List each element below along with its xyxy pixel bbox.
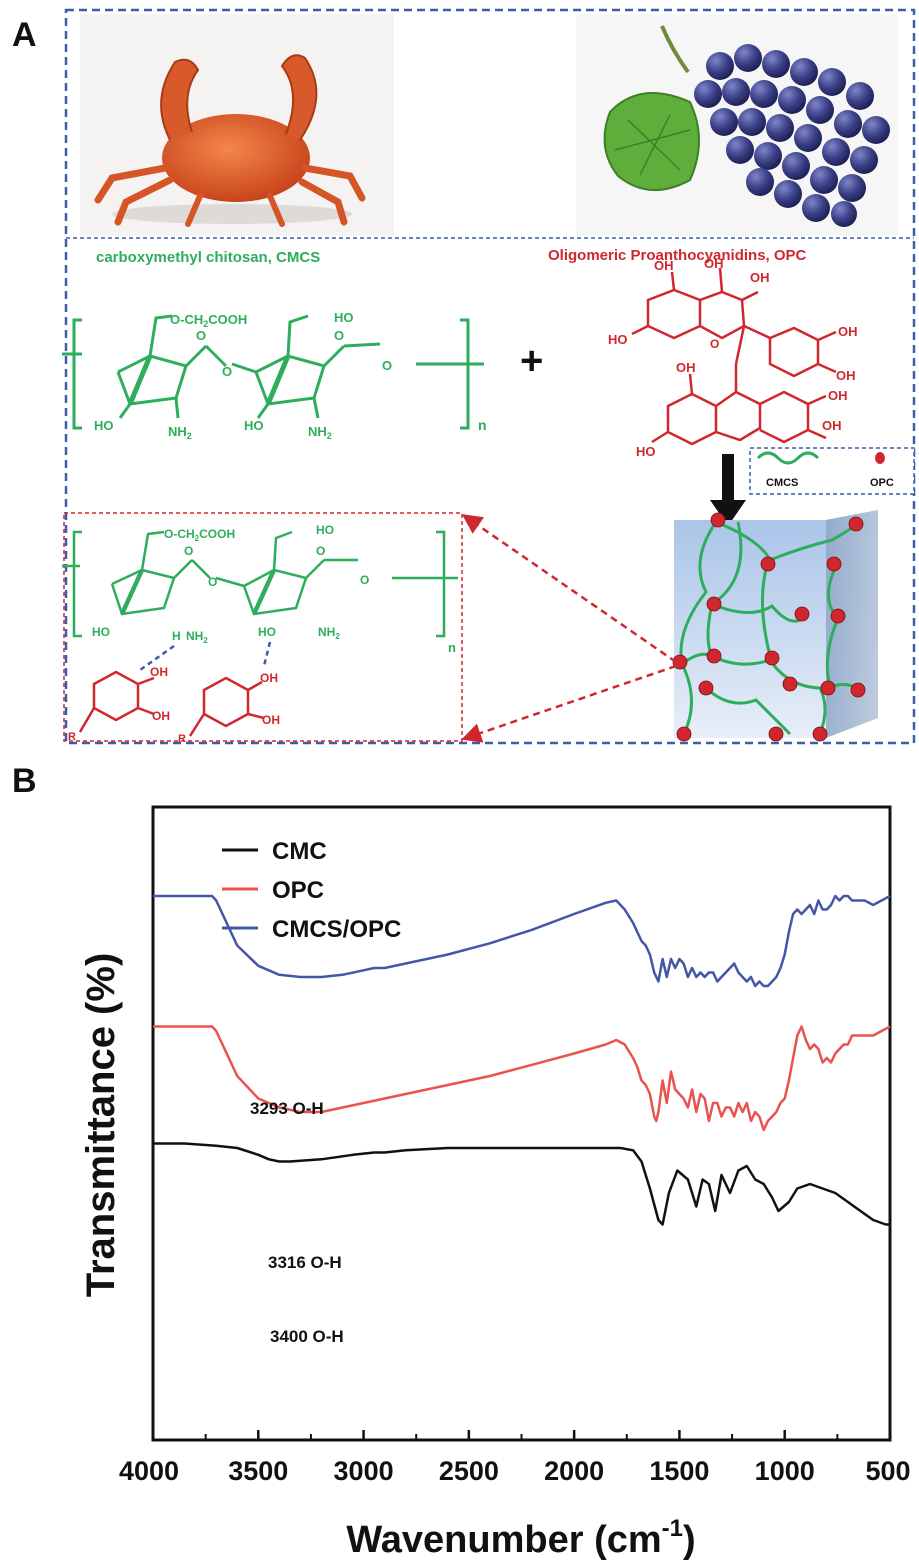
legend-cmcs-label: CMCS [766, 477, 798, 489]
cat2-r: R [178, 733, 186, 745]
panel-b-label: B [12, 762, 37, 800]
bound-ho-2: HO [258, 625, 276, 639]
plot-frame [151, 805, 892, 1442]
cmcs-end-o: O [382, 358, 392, 373]
series-line-opc [153, 1025, 891, 1132]
cmcs-structure-bound [62, 530, 458, 638]
opc-oh-5: OH [836, 368, 856, 383]
y-axis-label: Transmittance (%) [79, 953, 123, 1298]
hydrogel-cube [672, 510, 878, 742]
bound-bridge-o: O [208, 575, 217, 589]
cmcs-nh2-2: NH2 [308, 424, 332, 441]
cat1-oh-1: OH [150, 665, 168, 679]
opc-oh-4: OH [838, 324, 858, 339]
opc-ho-1: HO [608, 332, 628, 347]
ftir-plot: 4000 3500 3000 2500 2000 1500 1000 500 CMCOPCCM… [119, 805, 911, 1486]
catechol-groups [78, 670, 265, 737]
bound-subst: O-CH2COOH [164, 527, 235, 543]
bound-ring-o-1: O [184, 544, 193, 558]
bound-repeat-n: n [448, 640, 456, 655]
down-arrow-icon [710, 454, 746, 526]
bound-ho-top: HO [316, 523, 334, 537]
plus-sign: + [520, 339, 543, 383]
x-tick-label-1500: 1500 [649, 1456, 709, 1486]
bound-end-o: O [360, 573, 369, 587]
cat2-oh-1: OH [260, 671, 278, 685]
cat1-r: R [68, 731, 76, 743]
x-tick-label-2500: 2500 [439, 1456, 499, 1486]
panel-a-frame [64, 8, 916, 745]
hydrogel-legend: CMCS OPC [749, 447, 915, 495]
cmcs-ho-2: HO [244, 418, 264, 433]
series-line-cmcs-opc [153, 894, 891, 988]
opc-oh-3: OH [750, 270, 770, 285]
cat1-oh-2: OH [152, 709, 170, 723]
opc-oh-2: OH [704, 256, 724, 271]
cmcs-nh2-1: NH2 [168, 424, 192, 441]
panel-a-label: A [12, 16, 37, 54]
opc-oh-7: OH [828, 388, 848, 403]
series-line-cmc [153, 1142, 890, 1226]
x-tick-label-3500: 3500 [228, 1456, 288, 1486]
cmcs-ho-top: HO [334, 310, 354, 325]
cat2-oh-2: OH [262, 713, 280, 727]
x-tick-label-500: 500 [865, 1456, 910, 1486]
x-axis-label-base: Wavenumber (cm [346, 1519, 661, 1561]
cmcs-ho-1: HO [94, 418, 114, 433]
legend-opc-label: OPC [870, 477, 894, 489]
bound-ho-1: HO [92, 625, 110, 639]
annotation-opc: 3316 O-H [268, 1253, 342, 1272]
legend-label-cmcs-opc: CMCS/OPC [272, 916, 401, 943]
opc-ring-o: O [710, 337, 719, 351]
interaction-detail-box [63, 512, 463, 742]
legend-label-cmc: CMC [272, 838, 327, 865]
bound-nh2-1: NH2 [186, 629, 208, 645]
bound-h: H [172, 629, 181, 643]
grape-photo [576, 14, 898, 236]
cmcs-ring-o-2: O [334, 328, 344, 343]
cmcs-subst-1: O-CH2COOH [170, 312, 247, 329]
chart-legend: CMC OPC CMCS/OPC [222, 838, 401, 943]
x-tick-label-1000: 1000 [755, 1456, 815, 1486]
cmcs-bridge-o: O [222, 364, 232, 379]
h-bond-1 [139, 644, 175, 672]
annotation-cmc: 3400 O-H [270, 1327, 344, 1346]
opc-oh-6: OH [676, 360, 696, 375]
x-axis-label-sup: -1 [662, 1515, 683, 1542]
cmcs-repeat-n: n [478, 417, 487, 433]
opc-oh-8: OH [822, 418, 842, 433]
opc-oh-1: OH [654, 258, 674, 273]
bound-nh2-2: NH2 [318, 625, 340, 641]
annotation-cmcs-opc: 3293 O-H [250, 1099, 324, 1118]
detail-arrow-bottom [461, 664, 677, 743]
opc-ho-2: HO [636, 444, 656, 459]
legend-label-opc: OPC [272, 877, 324, 904]
x-tick-label-3000: 3000 [334, 1456, 394, 1486]
detail-arrow-top [461, 514, 677, 664]
h-bond-2 [262, 641, 272, 667]
bound-ring-o-2: O [316, 544, 325, 558]
cmcs-ring-o-1: O [196, 328, 206, 343]
x-tick-label-2000: 2000 [544, 1456, 604, 1486]
opc-structure [631, 267, 837, 446]
opc-title: Oligomeric Proanthocyanidins, OPC [548, 247, 807, 264]
cmcs-title: carboxymethyl chitosan, CMCS [96, 249, 320, 266]
cmcs-structure [62, 314, 484, 430]
x-axis-label: Wavenumber (cm-1) [346, 1515, 695, 1561]
x-tick-label-4000: 4000 [119, 1456, 179, 1486]
crab-photo [80, 14, 394, 236]
x-axis-label-end: ) [683, 1519, 696, 1561]
